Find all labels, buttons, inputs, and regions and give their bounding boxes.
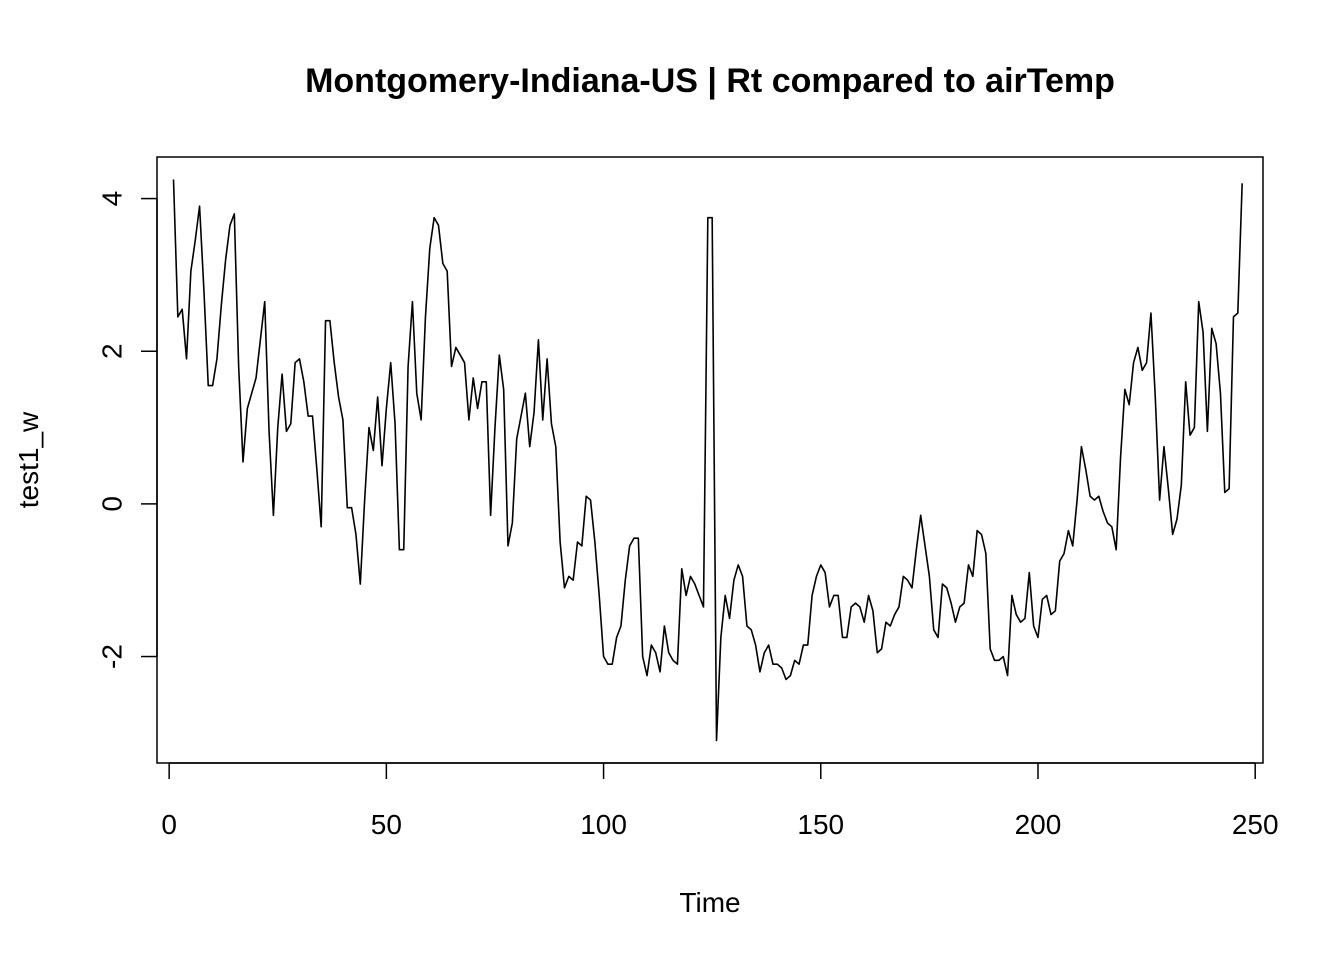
x-tick-label: 150 xyxy=(797,809,844,840)
x-tick-label: 0 xyxy=(161,809,177,840)
x-tick-label: 50 xyxy=(371,809,402,840)
y-tick-label: 0 xyxy=(97,496,128,512)
x-tick-label: 200 xyxy=(1015,809,1062,840)
chart-title: Montgomery-Indiana-US | Rt compared to a… xyxy=(305,62,1115,100)
x-axis: 0 50 100 150 200 250 xyxy=(161,762,1279,840)
series-group xyxy=(172,179,1243,742)
x-tick-label: 250 xyxy=(1232,809,1279,840)
x-axis-label: Time xyxy=(679,887,740,918)
y-axis-label: test1_w xyxy=(13,411,44,508)
y-tick-label: -2 xyxy=(97,644,128,669)
y-tick-label: 2 xyxy=(97,343,128,359)
x-tick-label: 100 xyxy=(580,809,627,840)
series-line xyxy=(172,179,1243,742)
y-axis: -2 0 2 4 xyxy=(97,191,158,669)
y-tick-label: 4 xyxy=(97,191,128,207)
